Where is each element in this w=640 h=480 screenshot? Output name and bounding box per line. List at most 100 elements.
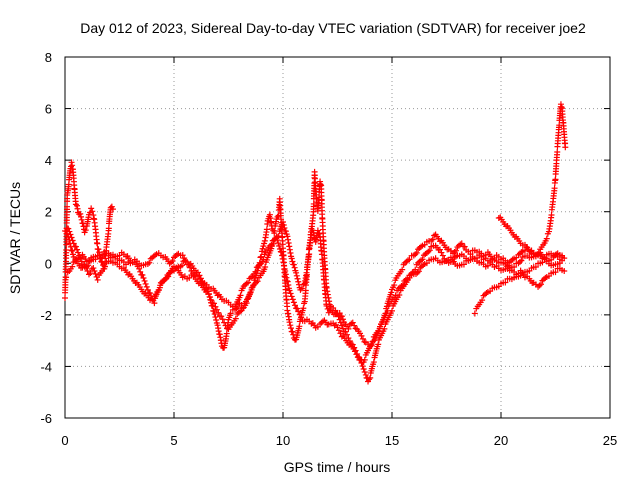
- data-point: [69, 263, 76, 270]
- data-point: [240, 305, 247, 312]
- data-point: [426, 247, 433, 254]
- data-point: [291, 264, 298, 271]
- data-point: [252, 268, 259, 275]
- x-tick-label: 25: [603, 433, 617, 448]
- chart-title: Day 012 of 2023, Sidereal Day-to-day VTE…: [80, 20, 586, 36]
- data-point: [336, 310, 343, 317]
- data-point: [388, 289, 395, 296]
- data-point: [452, 247, 459, 254]
- data-point: [263, 226, 270, 233]
- data-point: [288, 293, 295, 300]
- data-point: [282, 228, 289, 235]
- data-point: [359, 363, 366, 370]
- data-point: [90, 265, 97, 272]
- data-point: [561, 268, 568, 275]
- data-point: [76, 252, 83, 259]
- data-point: [291, 302, 298, 309]
- data-point: [136, 265, 143, 272]
- data-point: [88, 205, 95, 212]
- data-point: [326, 298, 333, 305]
- data-point: [94, 276, 101, 283]
- data-point: [287, 290, 294, 297]
- data-point: [284, 278, 291, 285]
- data-point: [219, 316, 226, 323]
- data-point: [412, 266, 419, 273]
- data-point: [286, 246, 293, 253]
- data-point: [412, 251, 419, 258]
- data-point: [562, 144, 569, 151]
- data-point: [92, 270, 99, 277]
- data-point: [552, 269, 559, 276]
- data-point: [551, 185, 558, 192]
- data-point: [303, 269, 310, 276]
- data-point: [339, 325, 346, 332]
- data-point: [294, 275, 301, 282]
- y-tick-label: -6: [40, 411, 52, 426]
- data-point: [338, 322, 345, 329]
- data-point: [325, 294, 332, 301]
- data-point: [543, 235, 550, 242]
- data-point: [537, 281, 544, 288]
- data-point: [213, 317, 220, 324]
- x-axis-label: GPS time / hours: [284, 459, 391, 475]
- data-point: [300, 305, 307, 312]
- data-point: [72, 243, 79, 250]
- y-tick-label: 2: [45, 205, 52, 220]
- x-tick-label: 15: [385, 433, 399, 448]
- data-point: [338, 313, 345, 320]
- data-point: [203, 285, 210, 292]
- data-point: [298, 314, 305, 321]
- x-tick-label: 10: [276, 433, 290, 448]
- data-point: [283, 274, 290, 281]
- data-point: [361, 356, 368, 363]
- data-point: [284, 233, 291, 240]
- data-point: [284, 236, 291, 243]
- data-point: [237, 292, 244, 299]
- data-point: [518, 257, 525, 264]
- data-point: [278, 249, 285, 256]
- data-point: [143, 283, 150, 290]
- data-point: [554, 149, 561, 156]
- data-point: [370, 359, 377, 366]
- data-point: [289, 296, 296, 303]
- data-point: [232, 315, 239, 322]
- data-point: [399, 266, 406, 273]
- data-point: [273, 234, 280, 241]
- y-tick-label: 0: [45, 256, 52, 271]
- data-point: [561, 255, 568, 262]
- data-point: [274, 237, 281, 244]
- data-point: [254, 278, 261, 285]
- data-point: [218, 313, 225, 320]
- data-point: [302, 287, 309, 294]
- data-point: [282, 271, 289, 278]
- y-tick-label: 6: [45, 102, 52, 117]
- data-point: [197, 275, 204, 282]
- x-tick-label: 0: [61, 433, 68, 448]
- data-point: [316, 230, 323, 237]
- data-point: [169, 258, 176, 265]
- data-point: [290, 299, 297, 306]
- data-point: [339, 316, 346, 323]
- data-point: [284, 278, 291, 285]
- data-point: [276, 243, 283, 250]
- data-point: [95, 246, 102, 253]
- data-point: [204, 288, 211, 295]
- data-point: [375, 341, 382, 348]
- data-point: [85, 271, 92, 278]
- data-point: [326, 301, 333, 308]
- data-point: [502, 279, 509, 286]
- data-point: [248, 274, 255, 281]
- y-tick-label: 8: [45, 50, 52, 65]
- data-point: [290, 261, 297, 268]
- data-point: [280, 221, 287, 228]
- data-point: [82, 227, 89, 234]
- data-point: [63, 247, 70, 254]
- data-point: [261, 240, 268, 247]
- data-point: [308, 228, 315, 235]
- data-point: [259, 245, 266, 252]
- data-point: [516, 258, 523, 265]
- data-point: [285, 240, 292, 247]
- data-point: [64, 203, 71, 210]
- data-point: [142, 280, 149, 287]
